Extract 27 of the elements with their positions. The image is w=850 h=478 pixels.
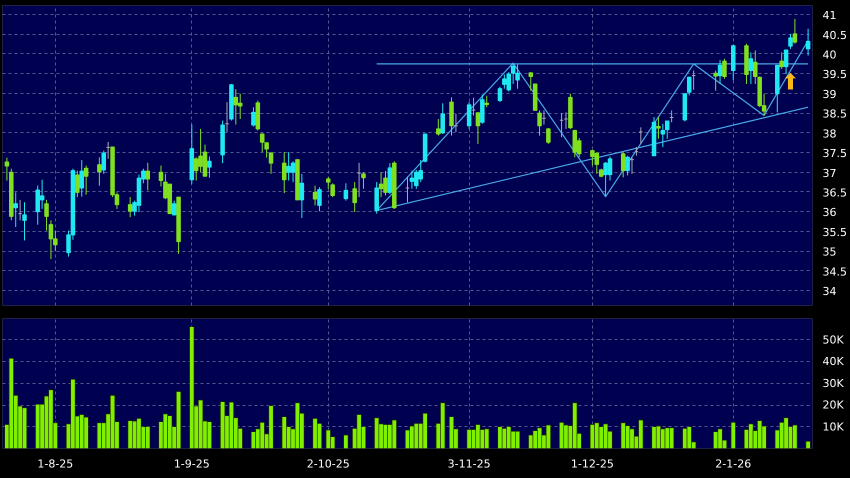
y-tick-label: 40.5 (822, 28, 847, 42)
y-tick-label: 36 (822, 206, 836, 220)
y-tick-label: 38.5 (822, 108, 847, 121)
y-tick-label: 39.5 (822, 68, 847, 82)
y-tick-label: 35 (822, 246, 836, 259)
x-tick-label: 1-12-25 (570, 458, 614, 470)
y-tick-label: 34 (822, 285, 836, 298)
y-tick-label: 40K (822, 355, 844, 368)
y-tick-label: 37.5 (822, 147, 847, 160)
y-tick-label: 34.5 (822, 265, 847, 278)
y-tick-label: 10K (822, 420, 844, 434)
y-tick-label: 35.5 (822, 226, 847, 239)
y-tick-label: 39 (822, 88, 836, 101)
y-tick-label: 50K (822, 333, 844, 346)
x-tick-label: 1-8-25 (37, 458, 74, 470)
x-tick-label: 2-1-26 (715, 458, 752, 470)
y-tick-label: 38 (822, 127, 836, 140)
x-tick-label: 2-10-25 (306, 458, 350, 470)
y-tick-label: 36.5 (822, 186, 847, 200)
y-tick-label: 37 (822, 166, 836, 180)
x-tick-label: 1-9-25 (174, 458, 210, 470)
y-tick-label: 40 (822, 48, 836, 62)
y-tick-label: 30K (822, 376, 844, 390)
y-tick-label: 20K (822, 398, 844, 412)
x-tick-label: 3-11-25 (448, 458, 491, 470)
y-tick-label: 41 (822, 9, 836, 22)
annotation: ⬆ (781, 70, 800, 96)
